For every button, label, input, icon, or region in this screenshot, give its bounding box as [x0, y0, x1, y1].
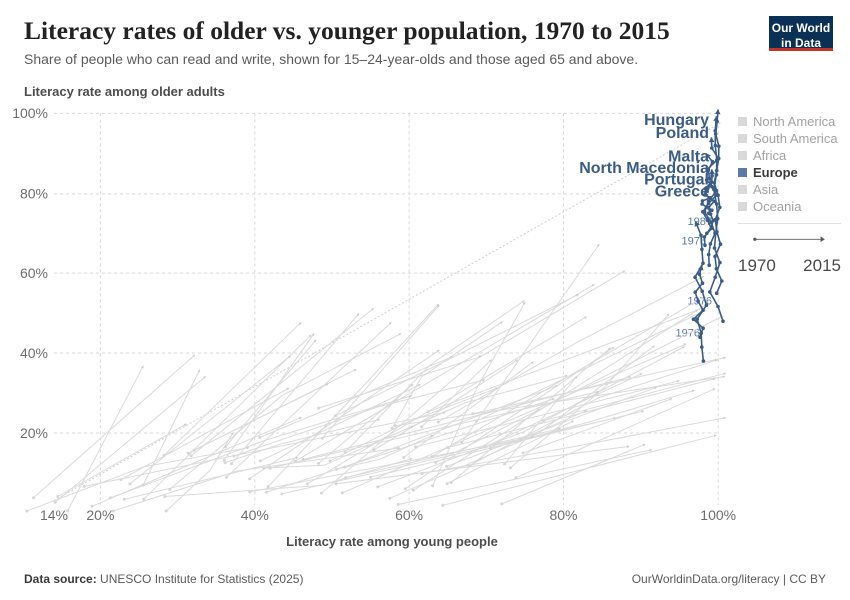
svg-text:80%: 80%: [20, 186, 48, 202]
svg-text:20%: 20%: [86, 507, 114, 523]
svg-text:40%: 40%: [20, 345, 48, 361]
svg-text:60%: 60%: [20, 265, 48, 281]
svg-text:60%: 60%: [395, 507, 423, 523]
svg-text:Greece: Greece: [655, 184, 709, 201]
svg-text:100%: 100%: [12, 105, 48, 121]
svg-text:20%: 20%: [20, 425, 48, 441]
svg-text:Poland: Poland: [656, 125, 709, 142]
svg-text:80%: 80%: [549, 507, 577, 523]
svg-text:14%: 14%: [40, 507, 68, 523]
svg-text:40%: 40%: [241, 507, 269, 523]
svg-text:100%: 100%: [700, 507, 736, 523]
